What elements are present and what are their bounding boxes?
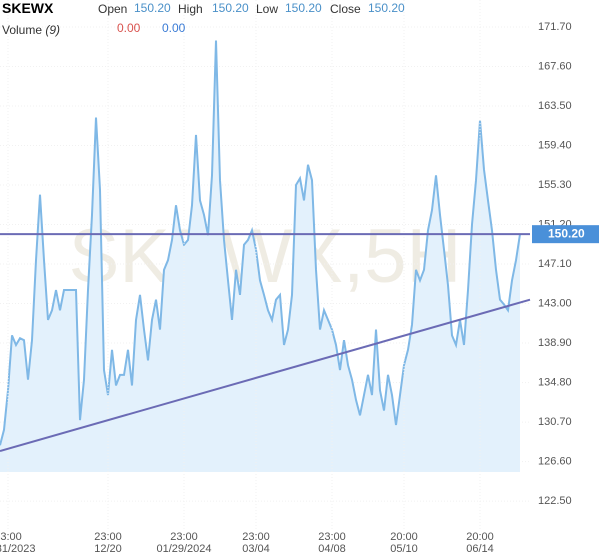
ohlc-value: 150.20 xyxy=(368,1,405,15)
y-tick-label: 130.70 xyxy=(538,416,572,428)
x-tick-date: 03/04 xyxy=(242,543,270,555)
volume-label: Volume (9) xyxy=(2,23,60,37)
volume-value: 0.00 xyxy=(162,21,186,35)
price-line xyxy=(0,40,521,446)
y-tick-label: 159.40 xyxy=(538,139,572,151)
ohlc-label: Low xyxy=(256,2,279,16)
x-tick-date: 04/08 xyxy=(318,543,346,555)
area xyxy=(0,40,520,473)
x-tick-date: 06/14 xyxy=(466,543,494,555)
x-tick-time: 23:00 xyxy=(0,531,22,543)
x-tick-date: 12/20 xyxy=(94,543,122,555)
y-tick-label: 143.00 xyxy=(538,297,572,309)
volume-period: (9) xyxy=(45,23,61,37)
y-tick-label: 163.50 xyxy=(538,100,572,112)
symbol: SKEWX xyxy=(2,0,54,16)
y-tick-label: 134.80 xyxy=(538,376,572,388)
x-tick-date: 10/31/2023 xyxy=(0,543,36,555)
x-tick-date: 05/10 xyxy=(390,543,418,555)
x-tick-time: 23:00 xyxy=(94,531,122,543)
x-tick-date: 01/29/2024 xyxy=(156,543,211,555)
trend-line xyxy=(0,298,531,452)
last-price-tag xyxy=(532,225,599,244)
y-tick-label: 167.60 xyxy=(538,60,572,72)
x-tick-time: 20:00 xyxy=(390,531,418,543)
x-tick-time: 23:00 xyxy=(318,531,346,543)
ohlc-value: 150.20 xyxy=(134,1,171,15)
x-tick-time: 23:00 xyxy=(242,531,270,543)
last-price-label: 150.20 xyxy=(548,226,585,240)
watermark: SKEWX,5H xyxy=(69,214,462,299)
y-tick-label: 122.50 xyxy=(538,495,572,507)
y-tick-label: 155.30 xyxy=(538,179,572,191)
ohlc-value: 150.20 xyxy=(212,1,249,15)
y-tick-label: 138.90 xyxy=(538,337,572,349)
volume-name: Volume xyxy=(2,23,43,37)
x-tick-time: 23:00 xyxy=(170,531,198,543)
y-tick-label: 126.60 xyxy=(538,455,572,467)
ohlc-label: High xyxy=(178,2,203,16)
x-tick-time: 20:00 xyxy=(466,531,494,543)
ohlc-label: Close xyxy=(330,2,361,16)
y-tick-label: 147.10 xyxy=(538,258,572,270)
ohlc-value: 150.20 xyxy=(285,1,322,15)
volume-value: 0.00 xyxy=(117,21,141,35)
y-tick-label: 171.70 xyxy=(538,21,572,33)
ohlc-label: Open xyxy=(98,2,128,16)
